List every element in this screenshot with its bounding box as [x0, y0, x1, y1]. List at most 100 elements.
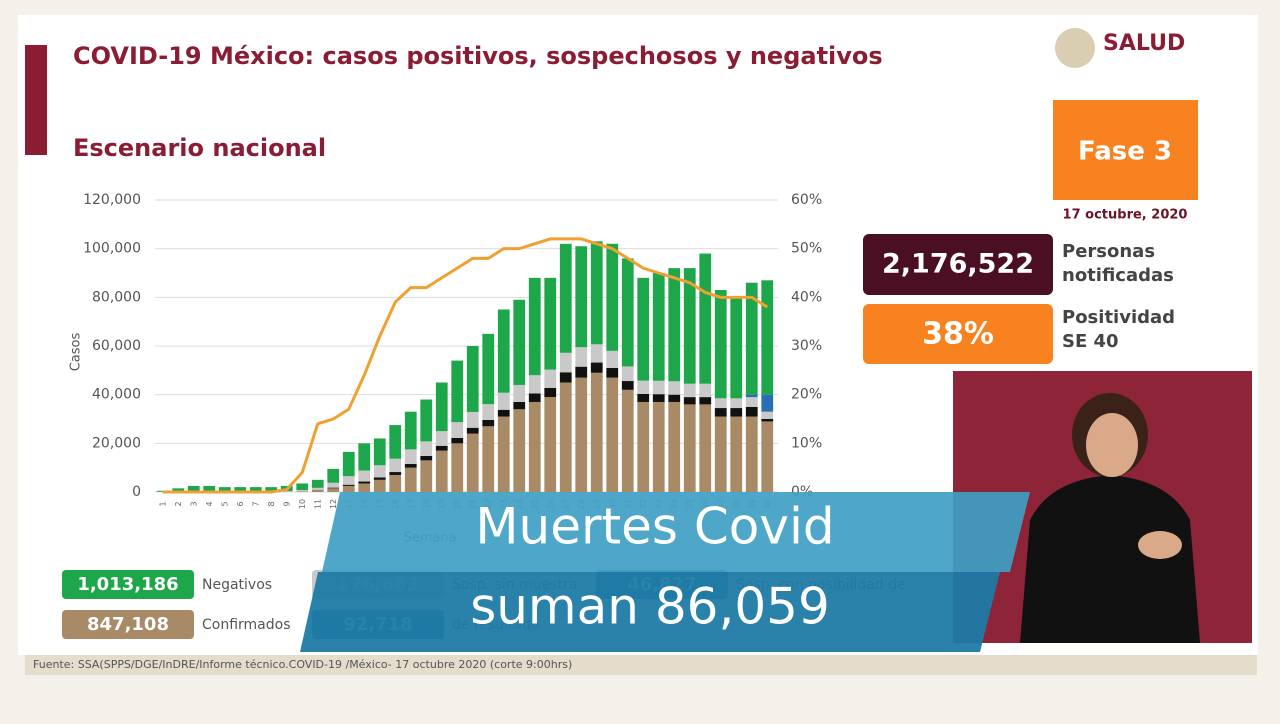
title: COVID-19 México: casos positivos, sospec…	[73, 42, 883, 70]
bar-segment	[606, 351, 618, 368]
phase: Fase 3	[1078, 137, 1172, 167]
bar-segment	[296, 483, 308, 490]
bar-segment	[529, 402, 541, 492]
bar-segment	[467, 412, 479, 428]
bar-segment	[575, 367, 587, 378]
bar-segment	[560, 353, 572, 372]
x-tick-label: 11	[313, 499, 322, 509]
bar-segment	[358, 443, 370, 470]
bar-segment	[606, 244, 618, 351]
bar-segment	[699, 404, 711, 492]
bar-segment	[606, 368, 618, 378]
bar-segment	[761, 395, 773, 412]
y-tick-label: 0	[132, 484, 141, 500]
logo: SALUD	[1103, 31, 1185, 56]
bar-segment	[761, 280, 773, 394]
bar-segment	[436, 383, 448, 432]
bar-segment	[343, 476, 355, 485]
bar-segment	[296, 491, 308, 492]
bar-segment	[513, 402, 525, 409]
x-tick-label: 9	[282, 501, 291, 506]
bar-segment	[715, 417, 727, 492]
bar-segment	[684, 384, 696, 397]
y-tick-label: 80,000	[92, 289, 141, 305]
bar-segment	[699, 254, 711, 384]
bar-segment	[420, 460, 432, 492]
bar-segment	[389, 425, 401, 459]
date: 17 octubre, 2020	[1063, 208, 1188, 223]
bar-segment	[374, 480, 386, 492]
bar-segment	[467, 434, 479, 492]
bar-segment	[575, 246, 587, 347]
bar-segment	[591, 373, 603, 492]
bar-segment	[560, 244, 572, 353]
x-tick-label: 10	[298, 499, 307, 509]
bar-segment	[513, 385, 525, 402]
bar-segment	[467, 346, 479, 412]
bar-segment	[374, 465, 386, 477]
bar-segment	[482, 404, 494, 420]
bar-segment	[746, 417, 758, 492]
interpreter-face	[1086, 413, 1138, 477]
bar-segment	[730, 408, 742, 417]
x-tick-label: 2	[174, 501, 183, 506]
bar-segment	[451, 438, 463, 443]
positivity-label: Positividad	[1062, 307, 1175, 328]
bar-segment	[436, 451, 448, 492]
bar-segment	[746, 407, 758, 417]
bar-segment	[312, 490, 324, 492]
x-tick-label: 6	[236, 501, 245, 506]
bar-segment	[637, 278, 649, 381]
y-tick-label: 60,000	[92, 338, 141, 354]
bar-segment	[637, 402, 649, 492]
bar-segment	[591, 344, 603, 362]
x-tick-label: 5	[220, 501, 229, 506]
bar-segment	[684, 397, 696, 404]
bar-segment	[715, 408, 727, 417]
subtitle: Escenario nacional	[73, 134, 326, 162]
caption: suman 86,059	[470, 578, 830, 636]
accent-bar	[25, 45, 47, 155]
bar-segment	[560, 383, 572, 493]
x-tick-label: 3	[189, 501, 198, 506]
bar-segment	[405, 449, 417, 464]
bar-segment	[653, 273, 665, 381]
bar-segment	[436, 431, 448, 446]
x-tick-label: 12	[329, 499, 338, 509]
y2-tick-label: 10%	[791, 435, 822, 451]
legend-label: Negativos	[202, 577, 272, 593]
bar-segment	[575, 378, 587, 492]
bar-segment	[327, 488, 339, 489]
positivity: 38%	[922, 317, 994, 352]
bar-segment	[622, 390, 634, 492]
bar-segment	[637, 381, 649, 394]
bar-segment	[544, 278, 556, 370]
caption: Muertes Covid	[475, 498, 834, 556]
bar-segment	[482, 420, 494, 426]
x-tick-label: 4	[205, 501, 214, 506]
bar-segment	[513, 300, 525, 385]
bar-segment	[544, 397, 556, 492]
bar-segment	[451, 443, 463, 492]
bar-segment	[420, 441, 432, 456]
interpreter-body	[1020, 475, 1200, 643]
bar-segment	[668, 402, 680, 492]
bar-segment	[451, 361, 463, 423]
bar-segment	[358, 482, 370, 484]
bar-segment	[389, 472, 401, 475]
y2-tick-label: 40%	[791, 289, 822, 305]
x-tick-label: 1	[158, 501, 167, 506]
bar-segment	[482, 334, 494, 404]
bar-segment	[358, 483, 370, 492]
bar-segment	[389, 475, 401, 492]
bar-segment	[730, 417, 742, 492]
bar-segment	[498, 417, 510, 492]
bar-segment	[467, 428, 479, 434]
bar-segment	[420, 456, 432, 460]
y2-tick-label: 20%	[791, 387, 822, 403]
bar-segment	[761, 412, 773, 419]
y2-tick-label: 30%	[791, 338, 822, 354]
y2-tick-label: 50%	[791, 241, 822, 257]
bar-segment	[575, 347, 587, 366]
bar-segment	[482, 426, 494, 492]
